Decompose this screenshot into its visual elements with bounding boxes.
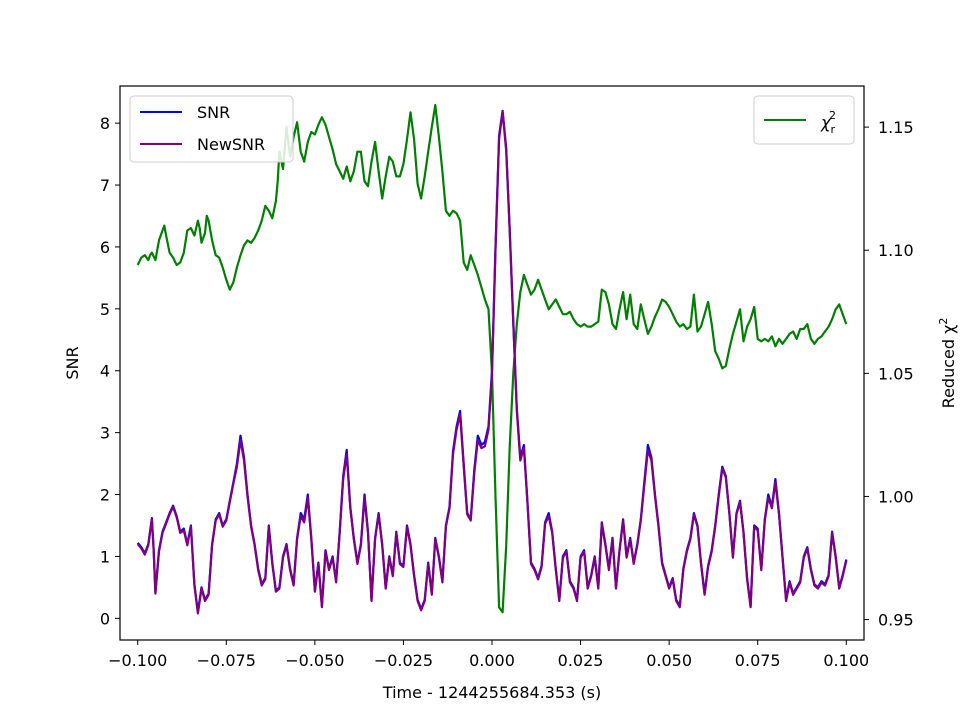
series-line--r2 [136, 103, 848, 614]
y-left-tick-label: 4 [100, 362, 110, 381]
legend-right: χr2 [753, 95, 855, 145]
y-left-tick-label: 2 [100, 486, 110, 505]
plot-lines [136, 103, 848, 615]
x-tick-label: −0.025 [374, 651, 433, 670]
y-left-tick-label: 1 [100, 547, 110, 566]
x-axis: −0.100 −0.075 −0.050 −0.025 0.000 0.025 0.050 0… [108, 640, 869, 670]
y-right-tick-label: 1.10 [878, 241, 914, 260]
legend-label-newsnr: NewSNR [197, 135, 265, 154]
y-axis-right-label-sup: 2 [937, 318, 950, 325]
y-left-tick-label: 8 [100, 114, 110, 133]
x-tick-label: 0.025 [558, 651, 604, 670]
y-left-tick-label: 0 [100, 609, 110, 628]
legend-chi-symbol: χ [820, 113, 831, 132]
y-axis-right-label-text: Reduced χ [939, 325, 958, 409]
x-tick-label: 0.000 [469, 651, 515, 670]
y-axis-right-label: Reduced χ2 [937, 318, 958, 409]
legend-chi-sub: r [830, 123, 835, 136]
x-tick-label: −0.075 [197, 651, 256, 670]
y-axis-left: 0 1 2 3 4 5 6 7 8 [100, 114, 120, 628]
y-left-tick-label: 7 [100, 176, 110, 195]
y-axis-right: 0.95 1.00 1.05 1.10 1.15 [864, 118, 914, 630]
legend-label-snr: SNR [197, 103, 230, 122]
y-axis-left-label: SNR [63, 346, 82, 379]
x-axis-label: Time - 1244255684.353 (s) [382, 683, 601, 702]
y-left-tick-label: 3 [100, 424, 110, 443]
legend-left: SNR NewSNR [129, 95, 294, 163]
x-tick-label: 0.075 [735, 651, 781, 670]
legend-label-chi2: χr2 [820, 109, 836, 136]
y-left-tick-label: 5 [100, 300, 110, 319]
x-tick-label: 0.050 [646, 651, 692, 670]
y-right-tick-label: 0.95 [878, 611, 914, 630]
y-left-tick-label: 6 [100, 238, 110, 257]
y-right-tick-label: 1.15 [878, 118, 914, 137]
y-right-tick-label: 1.00 [878, 487, 914, 506]
x-tick-label: 0.100 [823, 651, 869, 670]
x-tick-label: −0.050 [285, 651, 344, 670]
y-right-tick-label: 1.05 [878, 364, 914, 383]
series-line-newsnr [136, 110, 848, 615]
x-tick-label: −0.100 [108, 651, 167, 670]
legend-chi-sup: 2 [829, 109, 836, 122]
